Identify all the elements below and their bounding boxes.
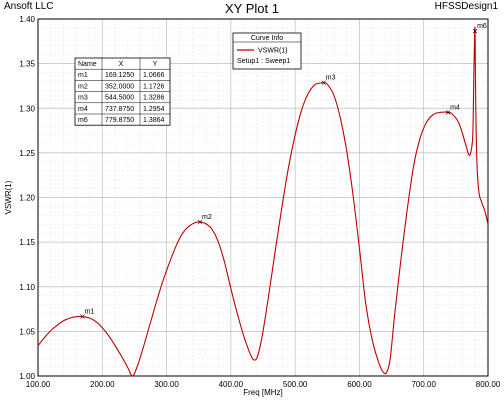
curve-info-legend[interactable]: Curve Info VSWR(1) Setup1 : Sweep1 [232, 32, 302, 70]
table-cell: m1 [78, 72, 88, 79]
marker-table-cells: Name X Ym1 169.1250 1.0666 m2 352.0000 1.1726 m3… [78, 61, 165, 124]
table-cell: 544.5000 [105, 95, 134, 102]
table-header-cell: X [119, 61, 124, 68]
y-tick-label: 1.05 [19, 327, 35, 336]
x-tick-label: 300.00 [154, 380, 179, 389]
table-cell: 737.8750 [105, 106, 134, 113]
x-tick-label: 800.00 [476, 380, 501, 389]
table-cell: 1.0666 [143, 72, 165, 79]
table-cell: 779.8750 [105, 117, 134, 124]
marker-point [445, 110, 451, 115]
x-tick-label: 200.00 [90, 380, 115, 389]
company-label: Ansoft LLC [4, 1, 54, 12]
table-cell: 1.2954 [143, 106, 165, 113]
table-cell: m4 [78, 106, 88, 113]
table-cell: 1.3286 [143, 95, 165, 102]
marker-label: m1 [84, 309, 94, 316]
axis-ticks: 100.00 200.00 300.00 400.00 500.00 600.00 700.… [19, 15, 500, 389]
x-tick-label: 500.00 [283, 380, 308, 389]
table-cell: 1.3864 [143, 117, 165, 124]
x-tick-label: 100.00 [26, 380, 51, 389]
y-tick-label: 1.15 [19, 238, 35, 247]
marker-point [321, 80, 326, 85]
marker-point [80, 314, 85, 319]
markers: m1 m2 m3 m4 m6 [80, 23, 487, 319]
marker-label: m6 [477, 23, 487, 30]
y-tick-label: 1.35 [19, 60, 35, 69]
marker-point [472, 28, 478, 34]
table-cell: 1.1726 [143, 83, 165, 90]
table-cell: 352.0000 [105, 83, 134, 90]
plot-title: XY Plot 1 [225, 1, 279, 16]
table-header-cell: Y [153, 61, 158, 68]
y-tick-label: 1.00 [19, 372, 35, 381]
y-tick-label: 1.40 [19, 15, 35, 24]
marker-table-grid [75, 58, 170, 126]
y-tick-label: 1.10 [19, 283, 35, 292]
marker-table[interactable]: Name X Ym1 169.1250 1.0666 m2 352.0000 1.1726 m3… [74, 57, 171, 126]
design-name-label: HFSSDesign1 [434, 1, 498, 12]
y-axis-label: VSWR(1) [4, 180, 13, 214]
legend-box [232, 32, 302, 70]
y-tick-label: 1.20 [19, 194, 35, 203]
plot-area-frame [37, 18, 489, 377]
vswr-curve[interactable] [37, 26, 489, 377]
y-tick-label: 1.25 [19, 149, 35, 158]
table-cell: m2 [78, 83, 88, 90]
table-header-cell: Name [78, 61, 97, 68]
table-cell: m3 [78, 95, 88, 102]
legend-title: Curve Info [251, 35, 283, 42]
marker-label: m2 [202, 214, 212, 221]
table-cell: m6 [78, 117, 88, 124]
marker-label: m3 [326, 75, 336, 82]
legend-setup-label: Setup1 : Sweep1 [237, 58, 290, 65]
table-cell: 169.1250 [105, 72, 134, 79]
marker-label: m4 [450, 104, 460, 111]
x-tick-label: 700.00 [411, 380, 436, 389]
x-tick-label: 400.00 [219, 380, 244, 389]
legend-series-label: VSWR(1) [258, 48, 288, 55]
y-tick-label: 1.30 [19, 104, 35, 113]
marker-point [197, 219, 203, 225]
x-axis-label: Freq [MHz] [243, 388, 283, 397]
x-tick-label: 600.00 [347, 380, 372, 389]
